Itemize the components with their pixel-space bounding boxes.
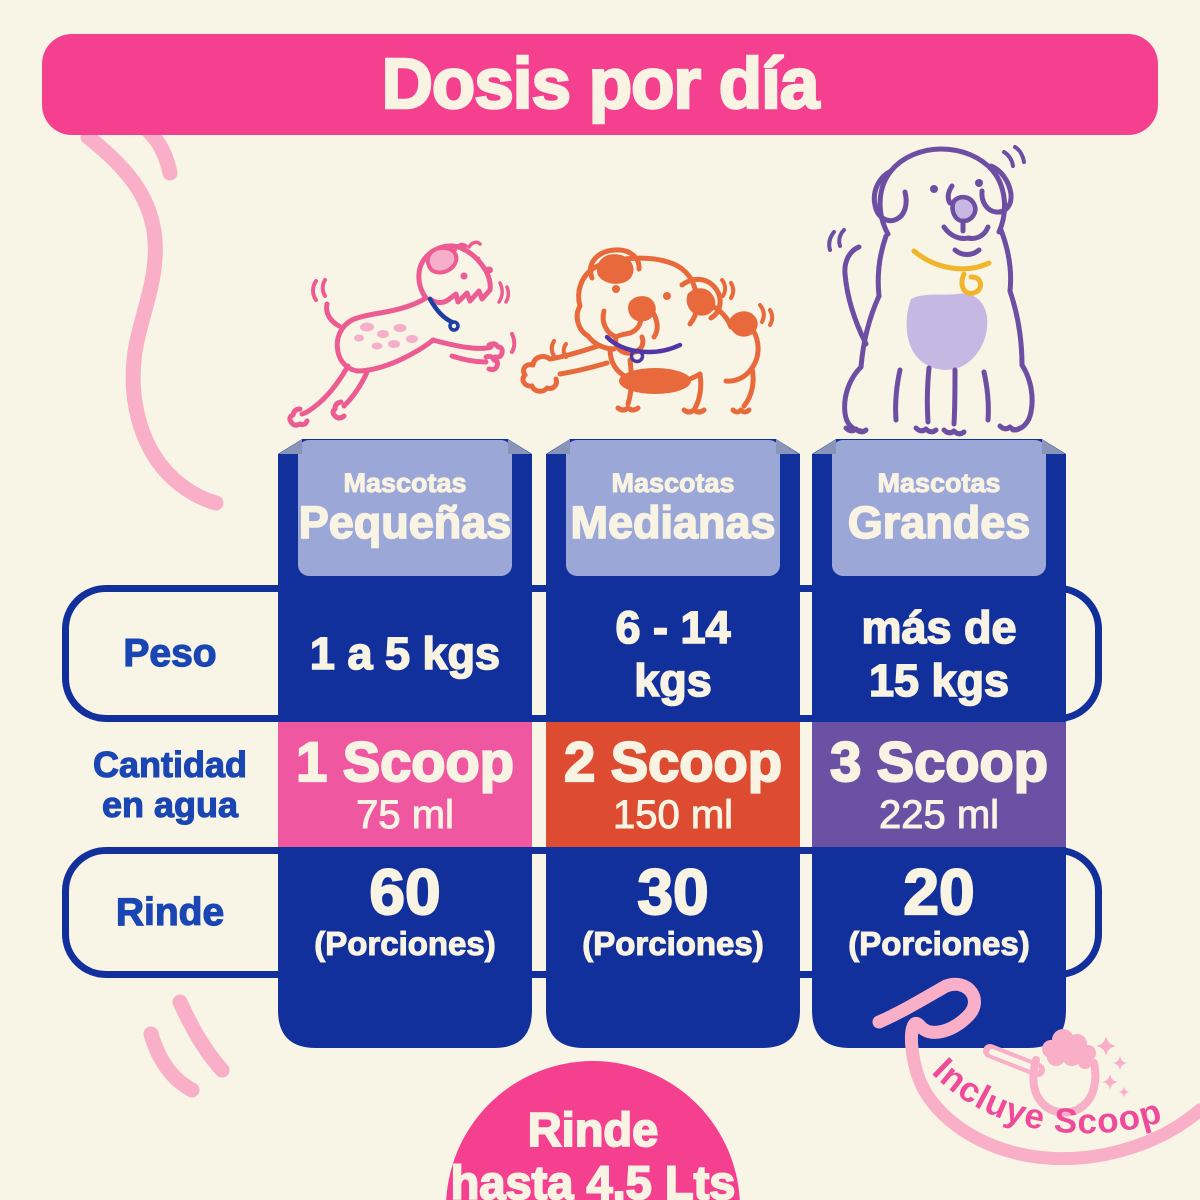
water-amount: 150 ml	[612, 792, 734, 837]
servings-unit: (Porciones)	[314, 924, 497, 962]
labrador-chest-patch	[906, 293, 988, 370]
column-header: Mascotas Medianas	[546, 440, 800, 576]
header-line2: Pequeñas	[298, 497, 512, 549]
pink-squiggle-top-left	[80, 112, 224, 511]
peso-value-line2: kgs	[633, 654, 712, 707]
pink-motion-marks-bottom-left	[143, 994, 230, 1098]
header-line2: Medianas	[570, 497, 777, 549]
small-dog-illustration	[287, 240, 517, 428]
header-line1: Mascotas	[877, 468, 1001, 499]
servings-value: 20 (Porciones)	[812, 847, 1066, 978]
peso-value: 1 a 5 kgs	[278, 585, 532, 722]
servings-count: 20	[902, 855, 975, 928]
header-line1: Mascotas	[611, 468, 735, 499]
peso-value-line1: 1 a 5 kgs	[309, 627, 501, 680]
column-small-pets: Mascotas Pequeñas 1 a 5 kgs 1 Scoop 75 m…	[278, 438, 532, 1048]
servings-value: 60 (Porciones)	[278, 847, 532, 978]
medium-dog-illustration	[520, 247, 775, 415]
servings-unit: (Porciones)	[848, 924, 1031, 962]
peso-value-line1: 6 - 14	[615, 601, 732, 654]
terrier-collar	[427, 296, 460, 332]
rinde-label-text: Rinde	[115, 890, 225, 934]
peso-label-text: Peso	[123, 631, 217, 675]
title-banner: Dosis por día	[42, 34, 1158, 135]
column-large-pets: Mascotas Grandes más de 15 kgs 3 Scoop 2…	[812, 438, 1066, 1048]
column-header: Mascotas Grandes	[812, 440, 1066, 576]
bulldog-collar	[604, 334, 683, 364]
row-label-rinde: Rinde	[62, 847, 278, 978]
sparkle-stars	[1096, 1036, 1129, 1097]
yield-badge: Rinde hasta 4.5 Lts	[446, 1061, 740, 1200]
scoop-count: 1 Scoop	[295, 729, 515, 793]
cantidad-label-line2: en agua	[101, 783, 239, 825]
scoop-cell: 3 Scoop 225 ml	[812, 722, 1066, 847]
header-line2: Grandes	[847, 497, 1031, 549]
scoop-note-text: Incluye Scoop	[925, 1051, 1165, 1142]
row-label-cantidad: Cantidad en agua	[62, 722, 278, 847]
scoop-count: 3 Scoop	[829, 729, 1049, 793]
column-header: Mascotas Pequeñas	[278, 440, 532, 576]
servings-unit: (Porciones)	[582, 924, 765, 962]
badge-line2: hasta 4.5 Lts	[450, 1155, 737, 1200]
water-amount: 75 ml	[356, 792, 455, 837]
svg-text:Incluye Scoop: Incluye Scoop	[925, 1051, 1166, 1142]
peso-value: más de 15 kgs	[812, 585, 1066, 722]
terrier-spots	[354, 322, 418, 350]
water-amount: 225 ml	[878, 792, 1000, 837]
servings-count: 60	[368, 855, 441, 928]
servings-value: 30 (Porciones)	[546, 847, 800, 978]
column-medium-pets: Mascotas Medianas 6 - 14 kgs 2 Scoop 150…	[546, 438, 800, 1048]
scoop-cell: 1 Scoop 75 ml	[278, 722, 532, 847]
scoop-count: 2 Scoop	[563, 729, 783, 793]
row-label-peso: Peso	[62, 585, 278, 722]
peso-value-line2: 15 kgs	[868, 654, 1010, 707]
peso-value-line1: más de	[861, 601, 1018, 654]
badge-line1: Rinde	[527, 1102, 659, 1157]
servings-count: 30	[636, 855, 709, 928]
page-title: Dosis por día	[380, 44, 820, 126]
peso-value: 6 - 14 kgs	[546, 585, 800, 722]
header-line1: Mascotas	[343, 468, 467, 499]
cantidad-label-line1: Cantidad	[92, 743, 247, 785]
large-dog-illustration	[827, 145, 1035, 437]
labrador-collar	[911, 248, 992, 296]
scoop-cell: 2 Scoop 150 ml	[546, 722, 800, 847]
